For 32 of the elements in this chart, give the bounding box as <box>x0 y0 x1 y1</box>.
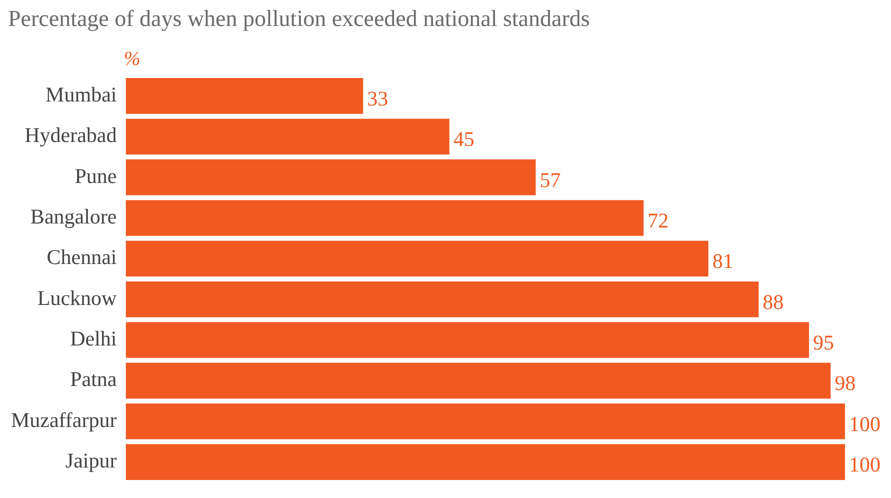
y-tick-label: Chennai <box>46 245 117 270</box>
bar <box>126 240 708 277</box>
bar <box>126 281 759 318</box>
y-tick-label: Muzaffarpur <box>10 408 117 432</box>
y-tick-label: Lucknow <box>37 286 118 310</box>
bar <box>126 403 845 440</box>
data-label: 95 <box>813 330 834 355</box>
y-tick-label: Delhi <box>70 326 117 351</box>
y-tick-label: Patna <box>70 367 118 392</box>
data-label: 88 <box>762 290 784 314</box>
data-label: 100 <box>849 412 880 436</box>
y-tick-label: Pune <box>74 164 117 188</box>
data-label: 98 <box>834 371 856 396</box>
y-tick-label: Jaipur <box>65 448 117 473</box>
bar <box>126 159 536 196</box>
data-label: 45 <box>453 127 474 152</box>
bar <box>126 322 810 358</box>
chart-title: Percentage of days when pollution exceeded national standards <box>8 6 590 31</box>
data-label: 81 <box>712 249 734 274</box>
bar <box>126 362 831 399</box>
bar <box>126 444 845 480</box>
bar <box>126 78 364 114</box>
y-tick-label: Mumbai <box>46 82 117 106</box>
data-label: 100 <box>849 452 880 477</box>
bar <box>126 118 450 155</box>
data-label: 33 <box>367 86 388 110</box>
y-tick-label: Hyderabad <box>24 123 118 148</box>
bar <box>126 200 644 236</box>
text: % <box>124 48 140 70</box>
data-label: 72 <box>648 208 669 232</box>
y-tick-label: Bangalore <box>30 204 117 228</box>
data-label: 57 <box>540 168 561 192</box>
